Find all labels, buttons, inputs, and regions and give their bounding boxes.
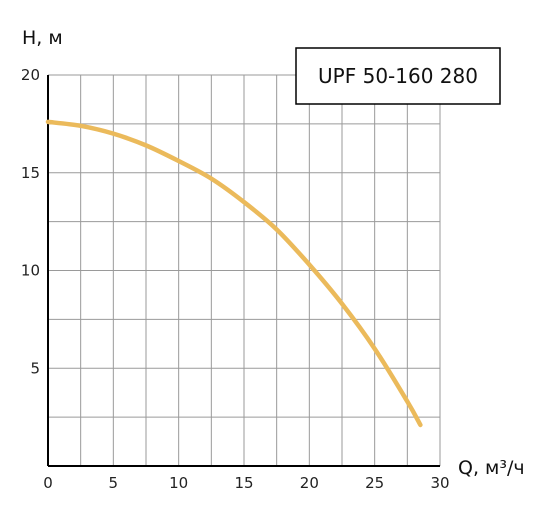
series-line-upf-50-160-280	[45, 119, 423, 428]
tick-labels: 0 5 10 15 20 25 30 5 10 15 20	[21, 66, 450, 492]
axes	[47, 75, 440, 467]
x-tick-label: 15	[234, 474, 253, 492]
x-tick-label: 20	[300, 474, 319, 492]
y-tick-label: 5	[30, 359, 40, 377]
x-tick-label: 30	[430, 474, 449, 492]
legend: UPF 50-160 280	[295, 47, 501, 105]
x-tick-label: 25	[365, 474, 384, 492]
legend-box	[295, 47, 501, 105]
x-axis-title: Q, м³/ч	[458, 457, 525, 479]
y-axis-title: H, м	[22, 27, 63, 49]
x-tick-label: 0	[43, 474, 53, 492]
y-tick-label: 20	[21, 66, 40, 84]
x-tick-label: 5	[109, 474, 119, 492]
x-tick-label: 10	[169, 474, 188, 492]
legend-label: UPF 50-160 280	[318, 64, 478, 88]
y-tick-label: 10	[21, 262, 40, 280]
y-tick-label: 15	[21, 164, 40, 182]
